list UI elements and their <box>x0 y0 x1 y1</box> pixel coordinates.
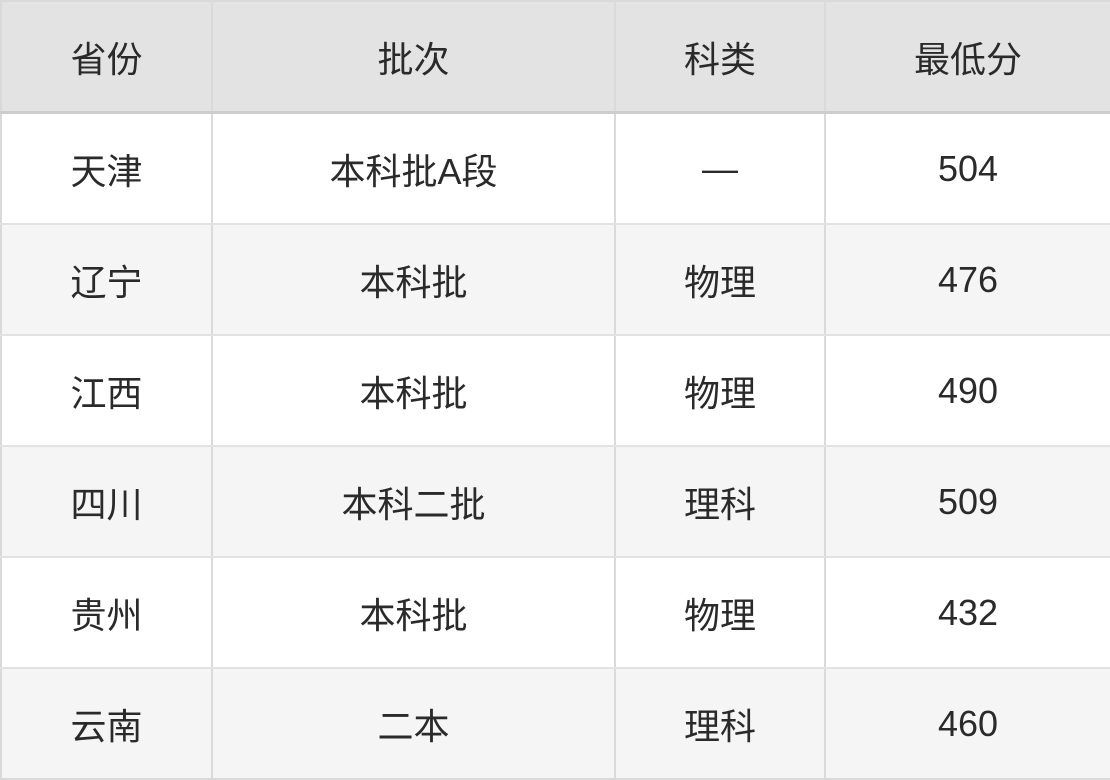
province-cell: 江西 <box>1 335 213 447</box>
province-cell: 辽宁 <box>1 224 213 336</box>
category-cell: 物理 <box>615 224 826 336</box>
province-cell: 云南 <box>1 668 213 779</box>
table-row: 贵州 本科批 物理 432 <box>1 557 1110 669</box>
min-score-cell: 476 <box>825 224 1110 336</box>
table-body: 天津 本科批A段 — 504 辽宁 本科批 物理 476 江西 本科批 物理 4… <box>1 112 1110 779</box>
batch-cell: 本科批A段 <box>212 112 616 225</box>
table-row: 辽宁 本科批 物理 476 <box>1 224 1110 336</box>
column-header-batch: 批次 <box>212 1 616 114</box>
column-header-category: 科类 <box>615 1 826 114</box>
category-cell: 理科 <box>615 668 826 779</box>
batch-cell: 本科批 <box>212 557 616 669</box>
header-row: 省份 批次 科类 最低分 <box>1 1 1110 114</box>
column-header-min-score: 最低分 <box>825 1 1110 114</box>
batch-cell: 本科批 <box>212 335 616 447</box>
province-cell: 贵州 <box>1 557 213 669</box>
batch-cell: 二本 <box>212 668 616 779</box>
province-cell: 天津 <box>1 112 213 225</box>
category-cell: 理科 <box>615 446 826 558</box>
table-row: 云南 二本 理科 460 <box>1 668 1110 779</box>
table-header: 省份 批次 科类 最低分 <box>1 1 1110 114</box>
category-cell: 物理 <box>615 335 826 447</box>
batch-cell: 本科二批 <box>212 446 616 558</box>
min-score-cell: 432 <box>825 557 1110 669</box>
column-header-province: 省份 <box>1 1 213 114</box>
min-score-cell: 509 <box>825 446 1110 558</box>
table-row: 四川 本科二批 理科 509 <box>1 446 1110 558</box>
min-score-cell: 460 <box>825 668 1110 779</box>
table-row: 江西 本科批 物理 490 <box>1 335 1110 447</box>
table-row: 天津 本科批A段 — 504 <box>1 112 1110 225</box>
min-score-cell: 504 <box>825 112 1110 225</box>
batch-cell: 本科批 <box>212 224 616 336</box>
category-cell: 物理 <box>615 557 826 669</box>
province-cell: 四川 <box>1 446 213 558</box>
min-score-cell: 490 <box>825 335 1110 447</box>
category-cell: — <box>615 112 826 225</box>
